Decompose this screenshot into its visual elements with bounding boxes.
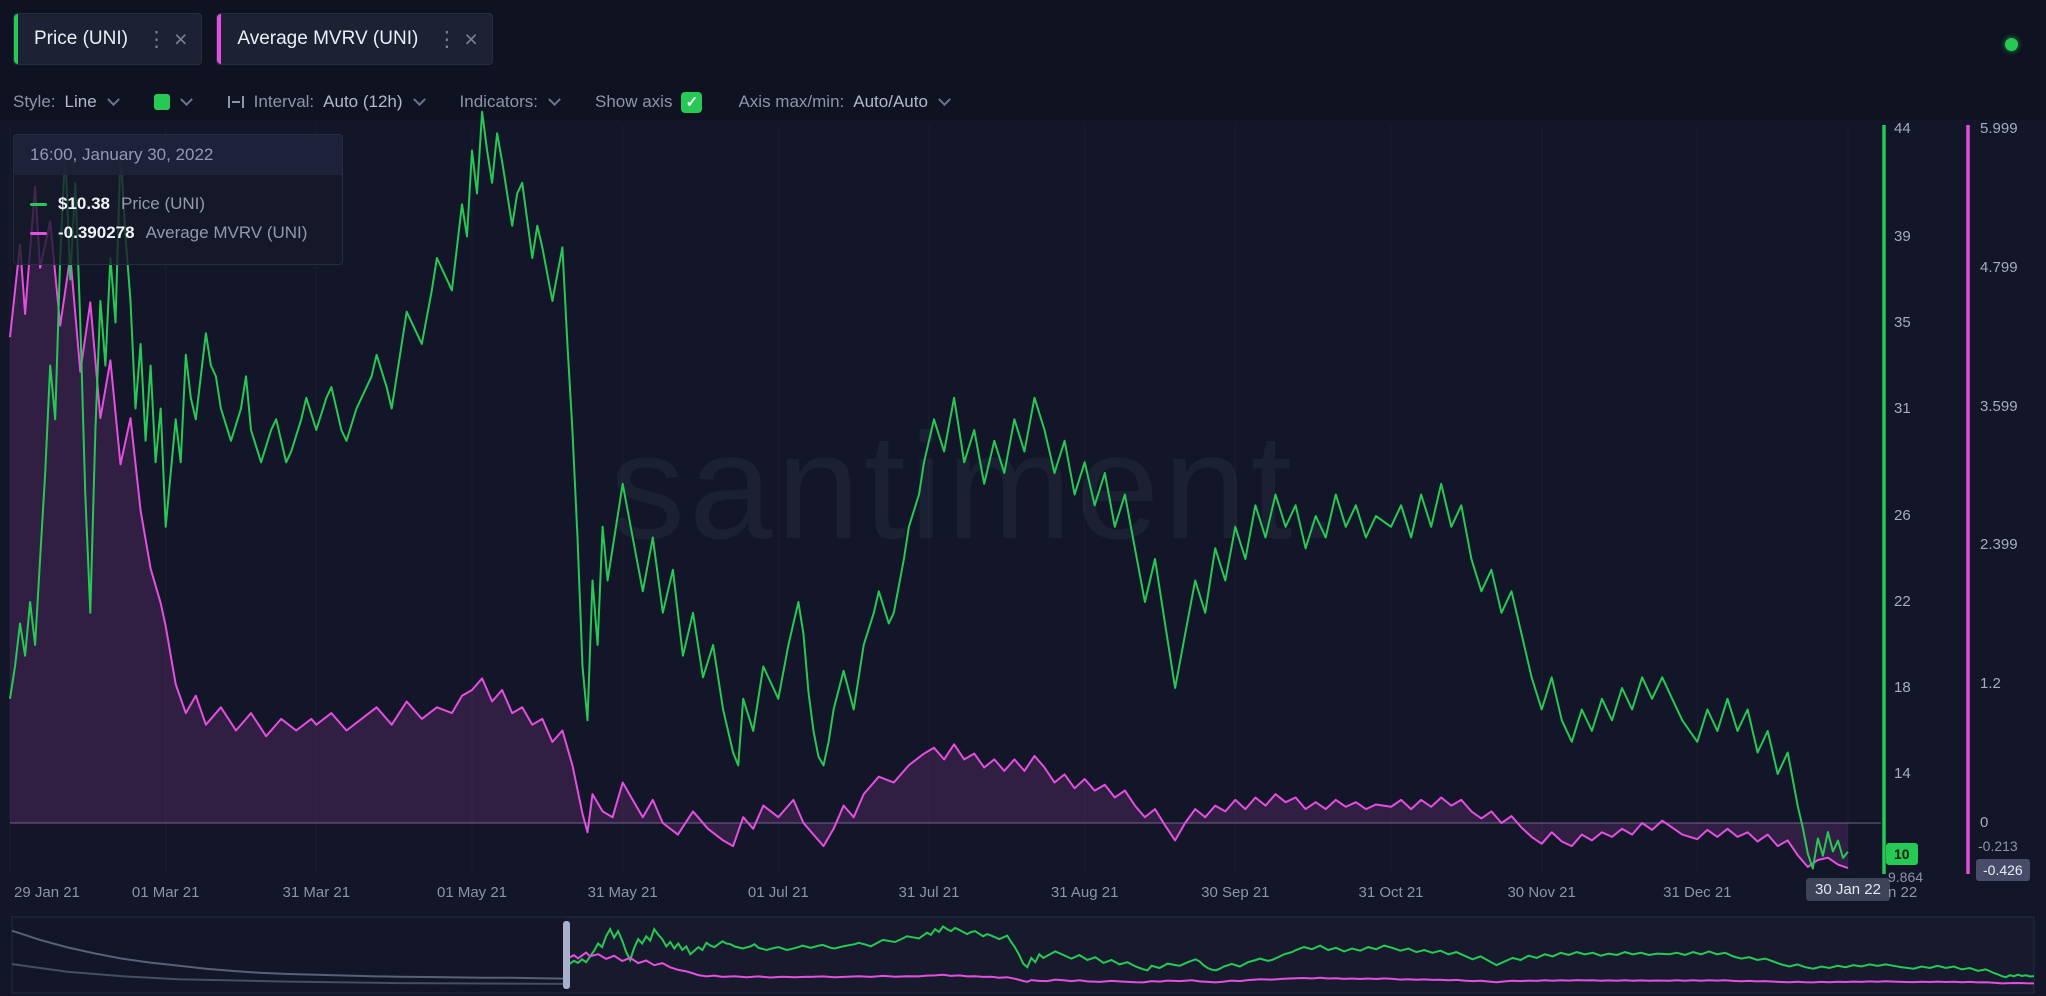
price-series-label: Price (UNI)	[121, 194, 206, 213]
x-axis-tick-label: 31 Oct 21	[1358, 884, 1424, 901]
chart-tooltip: 16:00, January 30, 2022 $10.38 Price (UN…	[13, 134, 343, 265]
x-axis-tick-label: 31 Jul 21	[898, 884, 960, 901]
check-icon: ✓	[685, 94, 699, 111]
chart-toolbar: Style: Line Interval: Auto (12h) Indicat…	[13, 84, 951, 120]
tab-label: Price (UNI)	[34, 28, 128, 49]
show-axis-checkbox[interactable]: ✓	[681, 91, 703, 113]
x-axis-partial-label: n 22	[1888, 884, 1918, 901]
navigator-handle[interactable]	[563, 921, 570, 989]
price-axis-tick-label: 22	[1894, 593, 1911, 610]
x-axis-tick-label: 30 Sep 21	[1201, 884, 1270, 901]
mvrv-axis-tick-label: 4.799	[1980, 258, 2018, 276]
mvrv-axis-tick-label: 0	[1980, 814, 1989, 831]
series-color-swatch	[153, 94, 170, 110]
price-axis-tick-label: 26	[1894, 507, 1911, 524]
metric-tabs-bar: Price (UNI) ⋮ × Average MVRV (UNI) ⋮ ×	[13, 13, 493, 65]
axis-maxmin-dropdown[interactable]: Axis max/min: Auto/Auto	[738, 92, 951, 112]
chevron-down-icon	[106, 92, 120, 106]
axis-maxmin-label: Axis max/min:	[738, 92, 845, 111]
mvrv-last-value-badge: -0.426	[1976, 859, 2030, 881]
navigator-history-line-2	[11, 963, 567, 985]
kebab-menu-icon[interactable]: ⋮	[145, 27, 167, 51]
price-series-swatch	[30, 202, 47, 206]
tooltip-datetime: 16:00, January 30, 2022	[14, 135, 342, 175]
tab-label: Average MVRV (UNI)	[237, 28, 419, 49]
x-axis-crosshair-badge: 30 Jan 22	[1806, 878, 1890, 901]
price-last-value-badge: 10	[1886, 843, 1918, 865]
interval-value: Auto (12h)	[323, 92, 403, 111]
x-axis-tick-label: 01 May 21	[436, 884, 508, 901]
x-axis-tick-label: 31 Aug 21	[1050, 884, 1119, 901]
close-icon[interactable]: ×	[464, 25, 478, 52]
show-axis-toggle[interactable]: Show axis ✓	[594, 91, 703, 113]
tab-price-uni[interactable]: Price (UNI) ⋮ ×	[13, 13, 203, 65]
tab-average-mvrv-uni[interactable]: Average MVRV (UNI) ⋮ ×	[216, 13, 493, 65]
navigator-mvrv-line	[565, 951, 2035, 985]
mvrv-axis-tick-label: 3.599	[1980, 397, 2018, 415]
interval-dropdown[interactable]: Interval: Auto (12h)	[227, 92, 426, 112]
x-axis-tick-label: 31 Mar 21	[282, 884, 351, 901]
navigator-price-line	[565, 925, 2035, 979]
price-value: $10.38	[58, 194, 110, 213]
tooltip-row-mvrv: -0.390278 Average MVRV (UNI)	[30, 223, 326, 243]
chevron-down-icon	[412, 92, 426, 106]
color-swatch-dropdown[interactable]	[153, 92, 193, 110]
x-axis-tick-label: 01 Mar 21	[131, 884, 200, 901]
mvrv-line-series	[9, 185, 1849, 870]
chevron-down-icon	[938, 92, 951, 106]
style-dropdown[interactable]: Style: Line	[13, 92, 120, 112]
kebab-menu-icon[interactable]: ⋮	[436, 27, 458, 51]
mvrv-axis-tick-label: 2.399	[1980, 536, 2018, 554]
close-icon[interactable]: ×	[173, 25, 188, 52]
price-axis-tick-label: 44	[1894, 120, 1911, 137]
interval-icon	[227, 96, 244, 108]
x-axis-tick-label: 31 Dec 21	[1663, 884, 1732, 901]
style-value: Line	[64, 92, 97, 111]
navigator-frame[interactable]	[11, 916, 2035, 994]
price-axis-tick-label: 31	[1894, 399, 1911, 417]
axis-maxmin-value: Auto/Auto	[853, 92, 928, 111]
tab-accent-bar	[14, 14, 18, 64]
indicators-dropdown[interactable]: Indicators:	[459, 92, 561, 112]
interval-label: Interval:	[253, 92, 315, 111]
chevron-down-icon	[548, 92, 561, 106]
chevron-down-icon	[179, 92, 193, 106]
x-axis-tick-label: 01 Jul 21	[747, 884, 809, 901]
indicators-label: Indicators:	[459, 92, 538, 111]
x-axis-tick-label: 30 Nov 21	[1507, 884, 1576, 901]
navigator-history-line	[11, 929, 567, 980]
mvrv-axis-tick-label: -0.213	[1978, 838, 2018, 854]
tooltip-row-price: $10.38 Price (UNI)	[30, 194, 326, 214]
show-axis-label: Show axis	[594, 92, 673, 111]
price-axis-tick-label: 39	[1894, 227, 1911, 245]
tooltip-body: $10.38 Price (UNI) -0.390278 Average MVR…	[14, 175, 342, 264]
connection-status-dot	[2005, 38, 2018, 51]
mvrv-area	[10, 186, 1848, 869]
mvrv-series-label: Average MVRV (UNI)	[145, 223, 308, 242]
mvrv-axis-tick-label: 5.999	[1980, 120, 2018, 137]
price-axis-tick-label: 14	[1894, 765, 1911, 782]
style-label: Style:	[13, 92, 56, 111]
price-line-series	[9, 110, 1849, 870]
mvrv-value: -0.390278	[58, 223, 135, 242]
price-axis-tick-label: 18	[1894, 679, 1911, 696]
tab-accent-bar	[217, 14, 222, 64]
x-axis-tick-label: 31 May 21	[587, 884, 658, 901]
mvrv-axis-tick-label: 1.2	[1980, 675, 2001, 693]
price-axis-min-label: 9.864	[1888, 869, 1924, 885]
mvrv-series-swatch	[30, 231, 47, 235]
x-axis-tick-label: 29 Jan 21	[14, 884, 80, 901]
price-axis-tick-label: 35	[1894, 313, 1911, 331]
